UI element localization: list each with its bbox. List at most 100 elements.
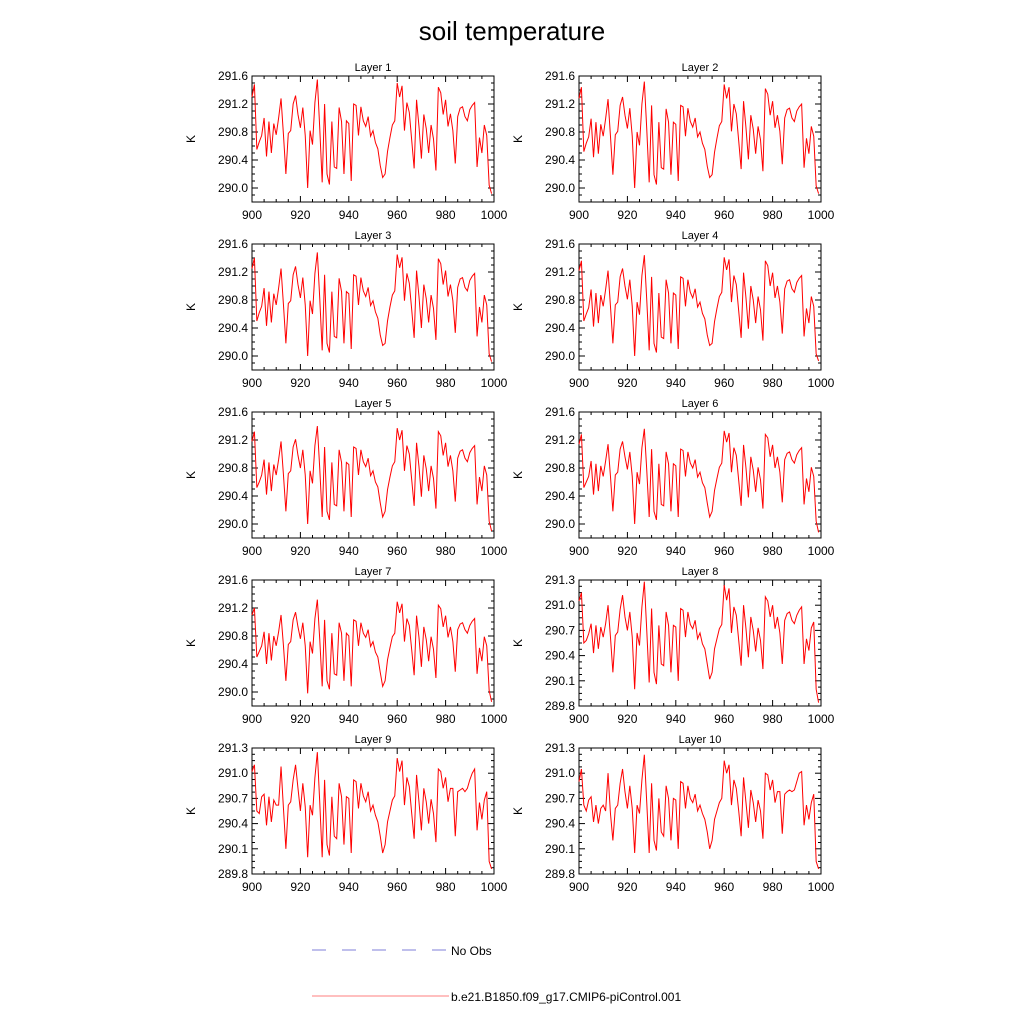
y-tick-label: 291.6: [218, 573, 248, 587]
panel-layer-1: Layer 1 K 290.0 290.4 290.8 291.2 291.6 900 920 9…: [184, 62, 508, 222]
series-line-layer-4: [578, 255, 820, 362]
x-tick-label: 980: [763, 880, 783, 894]
y-tick-label: 291.6: [545, 237, 575, 251]
x-tick-label: 960: [387, 880, 407, 894]
series-line-layer-5: [251, 425, 493, 532]
y-tick-label: 290.4: [545, 321, 575, 335]
y-tick-label: 290.8: [545, 125, 575, 139]
x-tick-label: 920: [617, 712, 637, 726]
x-tick-label: 920: [290, 880, 310, 894]
x-tick-label: 920: [290, 712, 310, 726]
legend-entry-no-obs: No Obs: [312, 944, 492, 958]
x-tick-label: 960: [387, 544, 407, 558]
x-tick-label: 940: [339, 208, 359, 222]
y-tick-label: 290.0: [545, 181, 575, 195]
y-tick-label: 291.0: [218, 766, 248, 780]
x-tick-label: 960: [714, 712, 734, 726]
x-tick-label: 920: [617, 880, 637, 894]
panel-title: Layer 6: [682, 398, 719, 410]
panel-layer-8: Layer 8 K 289.8 290.1 290.4 290.7 291.0 291.3 90…: [511, 566, 835, 726]
x-tick-label: 940: [666, 208, 686, 222]
y-tick-label: 290.4: [545, 817, 575, 831]
x-tick-label: 900: [242, 880, 262, 894]
x-tick-label: 960: [714, 376, 734, 390]
y-tick-label: 291.3: [218, 741, 248, 755]
x-tick-label: 940: [339, 712, 359, 726]
y-tick-label: 289.8: [545, 699, 575, 713]
y-tick-label: 290.4: [218, 321, 248, 335]
y-axis-label: K: [184, 135, 198, 143]
x-tick-label: 940: [666, 880, 686, 894]
x-tick-label: 960: [387, 712, 407, 726]
x-tick-label: 980: [436, 712, 456, 726]
x-tick-label: 900: [569, 208, 589, 222]
x-tick-label: 1000: [481, 880, 508, 894]
x-tick-label: 920: [617, 376, 637, 390]
x-tick-label: 1000: [481, 376, 508, 390]
x-tick-label: 960: [714, 544, 734, 558]
x-tick-label: 940: [666, 712, 686, 726]
y-axis-label: K: [184, 807, 198, 815]
y-tick-label: 291.2: [545, 433, 575, 447]
y-tick-label: 291.6: [218, 69, 248, 83]
x-tick-label: 1000: [808, 880, 835, 894]
panel-grid: Layer 1 K 290.0 290.4 290.8 291.2 291.6 900 920 9…: [184, 62, 835, 894]
x-tick-label: 960: [714, 208, 734, 222]
x-tick-label: 980: [763, 544, 783, 558]
y-tick-label: 290.4: [218, 657, 248, 671]
x-tick-label: 980: [763, 712, 783, 726]
y-tick-label: 291.2: [218, 265, 248, 279]
x-tick-label: 1000: [808, 208, 835, 222]
y-tick-label: 290.0: [218, 349, 248, 363]
legend-entry-model: b.e21.B1850.f09_g17.CMIP6-piControl.001: [312, 990, 681, 1004]
y-tick-label: 290.8: [545, 461, 575, 475]
y-tick-label: 291.6: [218, 237, 248, 251]
y-tick-label: 291.2: [218, 433, 248, 447]
y-tick-label: 290.0: [218, 517, 248, 531]
x-tick-label: 1000: [808, 544, 835, 558]
y-tick-label: 291.6: [545, 405, 575, 419]
y-tick-label: 291.0: [545, 766, 575, 780]
series-line-layer-2: [578, 81, 820, 194]
y-axis-label: K: [511, 807, 525, 815]
x-tick-label: 980: [763, 208, 783, 222]
x-tick-label: 940: [339, 880, 359, 894]
y-tick-label: 290.0: [218, 685, 248, 699]
y-tick-label: 290.8: [218, 461, 248, 475]
y-tick-label: 291.2: [218, 97, 248, 111]
x-tick-label: 1000: [481, 712, 508, 726]
y-tick-label: 290.0: [218, 181, 248, 195]
legend: No Obs b.e21.B1850.f09_g17.CMIP6-piContr…: [312, 944, 681, 1004]
x-tick-label: 960: [387, 376, 407, 390]
series-line-layer-1: [251, 79, 493, 194]
y-tick-label: 290.0: [545, 349, 575, 363]
panel-title: Layer 4: [682, 230, 719, 242]
y-tick-label: 291.3: [545, 741, 575, 755]
y-tick-label: 291.6: [545, 69, 575, 83]
y-tick-label: 290.4: [218, 817, 248, 831]
series-line-layer-7: [251, 599, 493, 702]
y-tick-label: 291.3: [545, 573, 575, 587]
panel-layer-6: Layer 6 K 290.0 290.4 290.8 291.2 291.6 900 920 9…: [511, 398, 835, 558]
x-tick-label: 920: [290, 544, 310, 558]
panel-title: Layer 3: [355, 230, 392, 242]
y-tick-label: 290.7: [545, 623, 575, 637]
y-tick-label: 290.4: [218, 153, 248, 167]
y-tick-label: 290.0: [545, 517, 575, 531]
x-tick-label: 900: [569, 712, 589, 726]
x-tick-label: 920: [617, 208, 637, 222]
y-tick-label: 290.8: [545, 293, 575, 307]
series-line-layer-9: [251, 752, 493, 870]
panel-title: Layer 5: [355, 398, 392, 410]
x-tick-label: 920: [290, 376, 310, 390]
y-axis-label: K: [511, 639, 525, 647]
y-tick-label: 291.2: [545, 265, 575, 279]
x-tick-label: 980: [436, 880, 456, 894]
panel-layer-10: Layer 10 K 289.8 290.1 290.4 290.7 291.0 291.3 9…: [511, 734, 835, 894]
legend-label-no-obs: No Obs: [451, 944, 492, 958]
y-tick-label: 290.8: [218, 629, 248, 643]
y-tick-label: 290.7: [545, 791, 575, 805]
y-tick-label: 290.7: [218, 791, 248, 805]
x-tick-label: 900: [242, 712, 262, 726]
